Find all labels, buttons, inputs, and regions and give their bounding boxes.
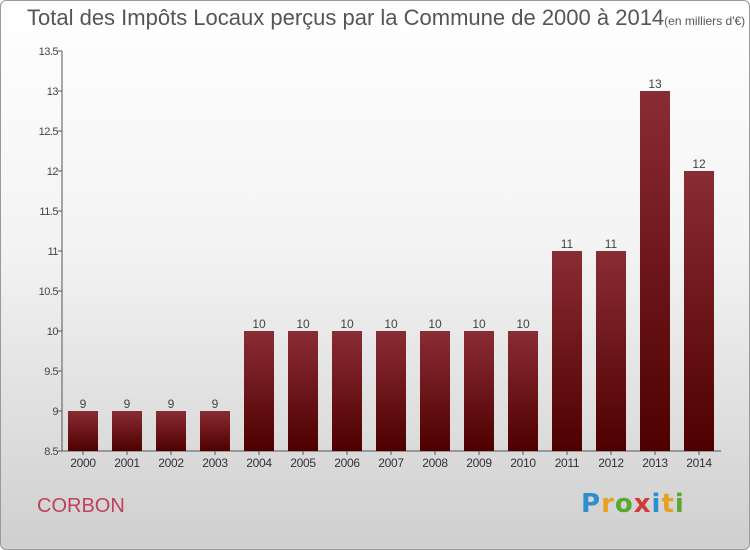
y-tick-label: 11 xyxy=(48,246,59,258)
x-tick-label-2005: 2005 xyxy=(290,456,316,470)
bar-2011 xyxy=(552,251,582,451)
commune-name: CORBON xyxy=(37,495,125,517)
bar-2013 xyxy=(640,91,670,451)
data-label-2002: 9 xyxy=(168,397,175,411)
data-label-2012: 11 xyxy=(605,237,618,251)
x-tick-label-2002: 2002 xyxy=(158,456,184,470)
x-tick-label-2014: 2014 xyxy=(686,456,712,470)
bar-2004 xyxy=(244,331,274,451)
bar-labels: 9 9 9 9 10 10 10 10 10 10 10 11 11 13 12 xyxy=(80,77,706,411)
data-label-2004: 10 xyxy=(252,317,266,331)
data-label-2005: 10 xyxy=(296,317,310,331)
proxiti-logo: Proxiti xyxy=(581,489,685,519)
bar-2006 xyxy=(332,331,362,451)
x-tick-label-2000: 2000 xyxy=(70,456,96,470)
x-tick-label-2008: 2008 xyxy=(422,456,448,470)
x-tick-label-2007: 2007 xyxy=(378,456,404,470)
y-tick-label: 10 xyxy=(47,326,59,338)
bar-2002 xyxy=(156,411,186,451)
bar-2003 xyxy=(200,411,230,451)
x-tick-label-2013: 2013 xyxy=(642,456,668,470)
y-tick-label: 9 xyxy=(52,406,58,418)
data-label-2013: 13 xyxy=(648,77,662,91)
data-label-2008: 10 xyxy=(428,317,442,331)
x-tick-label-2001: 2001 xyxy=(114,456,140,470)
bar-2008 xyxy=(420,331,450,451)
data-label-2000: 9 xyxy=(80,397,87,411)
bar-2009 xyxy=(464,331,494,451)
y-tick-label: 10.5 xyxy=(39,286,59,298)
y-tick-label: 9.5 xyxy=(44,366,58,378)
y-tick-label: 8.5 xyxy=(44,446,58,458)
data-label-2006: 10 xyxy=(340,317,354,331)
bar-2000 xyxy=(68,411,98,451)
y-tick-label: 13 xyxy=(47,86,59,98)
data-label-2010: 10 xyxy=(516,317,530,331)
x-tick-label-2012: 2012 xyxy=(598,456,624,470)
data-label-2001: 9 xyxy=(124,397,131,411)
chart-title-text: Total des Impôts Locaux perçus par la Co… xyxy=(27,5,665,30)
bar-2012 xyxy=(596,251,626,451)
bar-2005 xyxy=(288,331,318,451)
x-tick-label-2003: 2003 xyxy=(202,456,228,470)
bar-2001 xyxy=(112,411,142,451)
y-tick-label: 11.5 xyxy=(39,206,58,218)
data-label-2009: 10 xyxy=(472,317,486,331)
x-tick-label-2011: 2011 xyxy=(555,456,580,470)
chart-unit-label: (en milliers d'€) xyxy=(664,14,746,28)
bar-2007 xyxy=(376,331,406,451)
y-tick-label: 13.5 xyxy=(39,46,59,58)
x-tick-label-2006: 2006 xyxy=(334,456,360,470)
x-tick-label-2009: 2009 xyxy=(466,456,492,470)
y-tick-label: 12 xyxy=(47,166,59,178)
chart-title: Total des Impôts Locaux perçus par la Co… xyxy=(27,5,745,31)
data-label-2014: 12 xyxy=(692,157,706,171)
bar-2014 xyxy=(684,171,714,451)
x-tick-label-2004: 2004 xyxy=(246,456,272,470)
data-label-2003: 9 xyxy=(212,397,219,411)
x-axis-ticks: 2000 2001 2002 2003 2004 2005 2006 2007 2008 2009… xyxy=(70,451,713,470)
data-label-2007: 10 xyxy=(384,317,398,331)
x-tick-label-2010: 2010 xyxy=(510,456,536,470)
data-label-2011: 11 xyxy=(561,237,574,251)
y-tick-label: 12.5 xyxy=(39,126,59,138)
bar-series xyxy=(68,91,714,451)
bar-2010 xyxy=(508,331,538,451)
